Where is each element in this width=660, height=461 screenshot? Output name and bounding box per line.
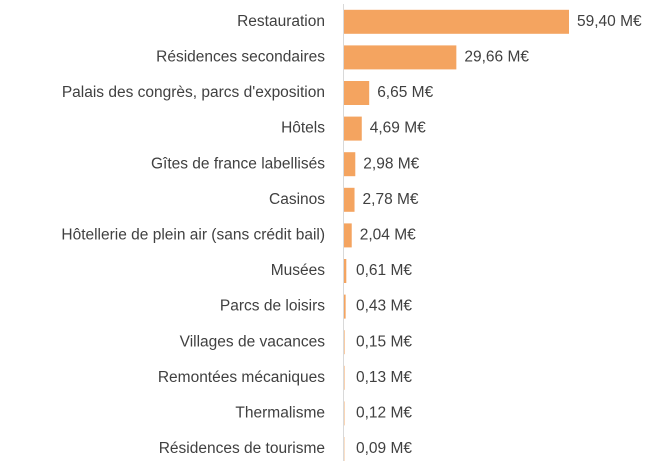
data-label: 0,15 M€ <box>356 333 412 350</box>
category-label: Musées <box>271 262 326 279</box>
category-label: Casinos <box>269 191 325 208</box>
data-label: 29,66 M€ <box>464 48 529 65</box>
category-label: Remontées mécaniques <box>158 369 325 386</box>
category-label: Gîtes de france labellisés <box>151 155 325 172</box>
data-label: 0,61 M€ <box>356 262 412 279</box>
data-label: 59,40 M€ <box>577 13 642 30</box>
category-label: Thermalisme <box>235 404 325 421</box>
bar <box>344 116 362 141</box>
bar <box>344 259 347 283</box>
data-label: 2,04 M€ <box>360 226 416 243</box>
bar <box>344 45 457 70</box>
data-label: 0,43 M€ <box>356 298 412 315</box>
category-label: Villages de vacances <box>180 333 326 350</box>
category-label: Résidences secondaires <box>156 48 325 65</box>
data-label: 4,69 M€ <box>370 120 426 137</box>
category-label: Hôtellerie de plein air (sans crédit bai… <box>61 226 325 243</box>
data-label: 2,98 M€ <box>363 155 419 172</box>
category-label: Restauration <box>237 13 325 30</box>
bar <box>344 152 356 177</box>
bar <box>344 294 346 319</box>
category-label: Palais des congrès, parcs d'exposition <box>62 84 325 101</box>
bar <box>344 187 355 212</box>
bar <box>344 9 569 34</box>
category-label: Parcs de loisirs <box>220 298 325 315</box>
data-label: 0,12 M€ <box>356 404 412 421</box>
bar <box>344 81 370 105</box>
data-label: 2,78 M€ <box>363 191 419 208</box>
category-label: Hôtels <box>281 120 325 137</box>
category-label: Résidences de tourisme <box>159 440 325 457</box>
bar <box>344 223 352 248</box>
bar <box>344 330 345 355</box>
data-label: 6,65 M€ <box>377 84 433 101</box>
data-label: 0,13 M€ <box>356 369 412 386</box>
data-label: 0,09 M€ <box>356 440 412 457</box>
